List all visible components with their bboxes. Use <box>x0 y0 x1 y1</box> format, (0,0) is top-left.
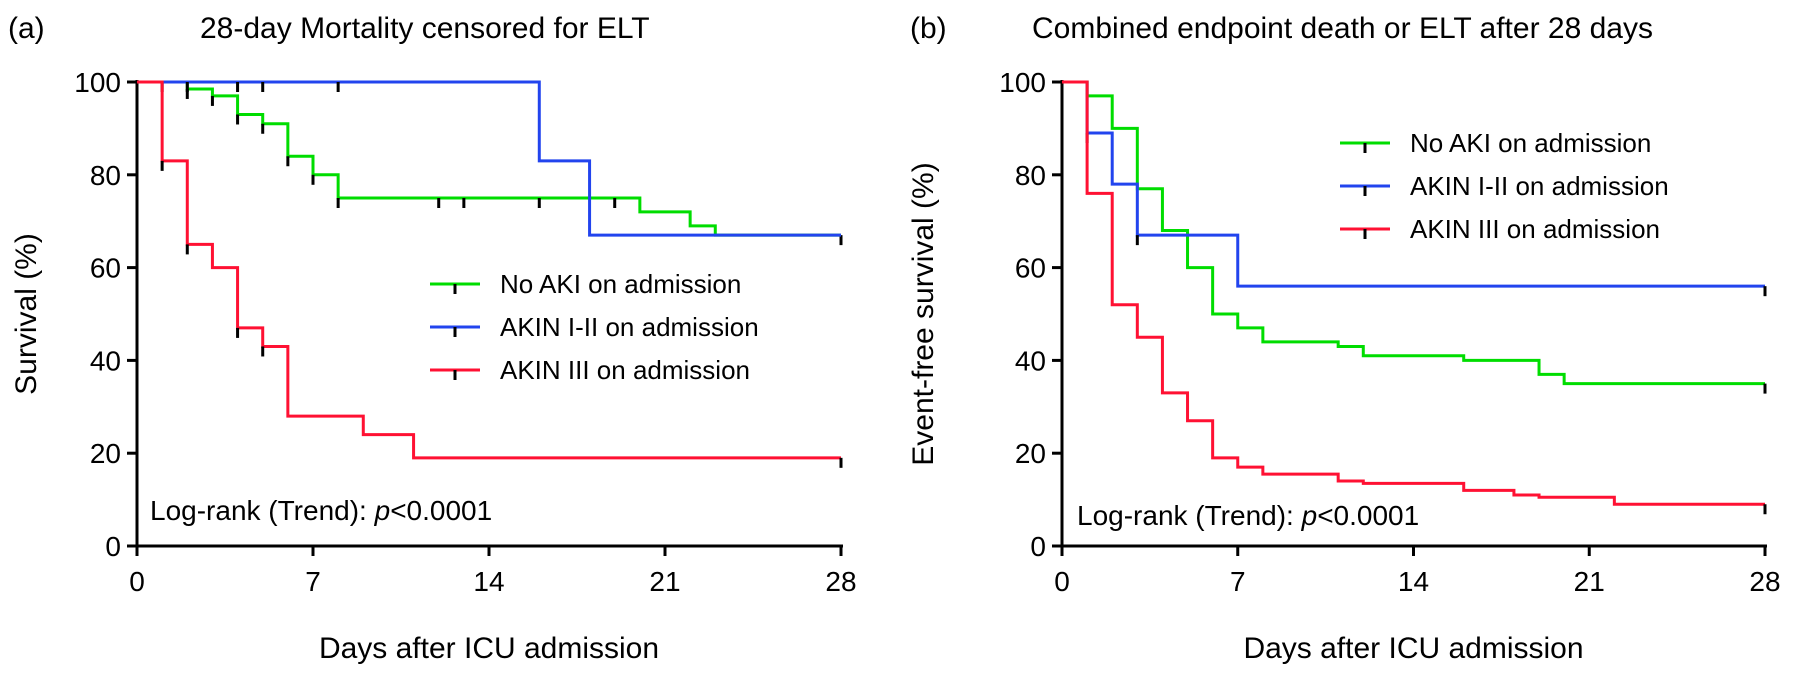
series-line <box>1062 80 1765 386</box>
series-2 <box>1062 80 1767 515</box>
logrank-annotation: Log-rank (Trend): p<0.0001 <box>1077 500 1419 531</box>
y-tick-label: 40 <box>90 345 121 376</box>
chart-title: Combined endpoint death or ELT after 28 … <box>1032 12 1653 45</box>
y-tick-label: 80 <box>90 160 121 191</box>
annotation-prefix: Log-rank (Trend): <box>150 495 375 526</box>
chart-title: 28-day Mortality censored for ELT <box>200 12 650 45</box>
panel-label: (b) <box>910 12 947 45</box>
x-axis-label: Days after ICU admission <box>1243 632 1583 665</box>
annotation-p: p <box>1301 500 1318 531</box>
series-line <box>137 80 841 237</box>
legend-entry: AKIN III on admission <box>1410 214 1660 244</box>
legend-entry: No AKI on admission <box>1410 128 1651 158</box>
annotation-value: <0.0001 <box>390 495 492 526</box>
x-tick-label: 28 <box>1749 566 1780 597</box>
chart-panel-b: (b) Combined endpoint death or ELT after … <box>907 12 1781 665</box>
x-tick-label: 7 <box>305 566 321 597</box>
chart-panel-a: (a) 28-day Mortality censored for ELT 0 20 4… <box>8 12 857 665</box>
y-tick-label: 80 <box>1015 160 1046 191</box>
legend: No AKI on admission AKIN I-II on admissio… <box>430 269 759 385</box>
y-tick-label: 100 <box>999 67 1046 98</box>
y-axis-label: Survival (%) <box>10 233 43 395</box>
x-tick-label: 14 <box>1398 566 1429 597</box>
x-tick-label: 0 <box>1054 566 1070 597</box>
y-tick-label: 40 <box>1015 345 1046 376</box>
legend: No AKI on admission AKIN I-II on admissio… <box>1340 128 1669 244</box>
annotation-prefix: Log-rank (Trend): <box>1077 500 1302 531</box>
x-axis-label: Days after ICU admission <box>319 632 659 665</box>
series-0 <box>137 80 843 246</box>
annotation-value: <0.0001 <box>1317 500 1419 531</box>
logrank-annotation: Log-rank (Trend): p<0.0001 <box>150 495 492 526</box>
x-tick-label: 14 <box>473 566 504 597</box>
y-tick-label: 0 <box>105 531 121 562</box>
x-tick-label: 7 <box>1230 566 1246 597</box>
legend-entry: AKIN I-II on admission <box>500 312 759 342</box>
x-tick-label: 21 <box>649 566 680 597</box>
legend-entry: AKIN I-II on admission <box>1410 171 1669 201</box>
series-line <box>137 80 841 237</box>
x-tick-label: 21 <box>1574 566 1605 597</box>
y-tick-label: 20 <box>1015 438 1046 469</box>
y-axis-label: Event-free survival (%) <box>907 162 940 465</box>
series-0 <box>1062 80 1767 394</box>
legend-entry: No AKI on admission <box>500 269 741 299</box>
y-tick-label: 20 <box>90 438 121 469</box>
series-2 <box>137 80 843 468</box>
series-line <box>137 80 841 460</box>
series-line <box>1062 80 1765 506</box>
series-1 <box>137 80 841 237</box>
annotation-p: p <box>374 495 391 526</box>
panel-label: (a) <box>8 12 45 45</box>
y-tick-label: 0 <box>1030 531 1046 562</box>
y-tick-label: 60 <box>90 253 121 284</box>
y-tick-label: 60 <box>1015 253 1046 284</box>
x-tick-label: 0 <box>129 566 145 597</box>
y-tick-label: 100 <box>74 67 121 98</box>
legend-entry: AKIN III on admission <box>500 355 750 385</box>
x-tick-label: 28 <box>825 566 856 597</box>
